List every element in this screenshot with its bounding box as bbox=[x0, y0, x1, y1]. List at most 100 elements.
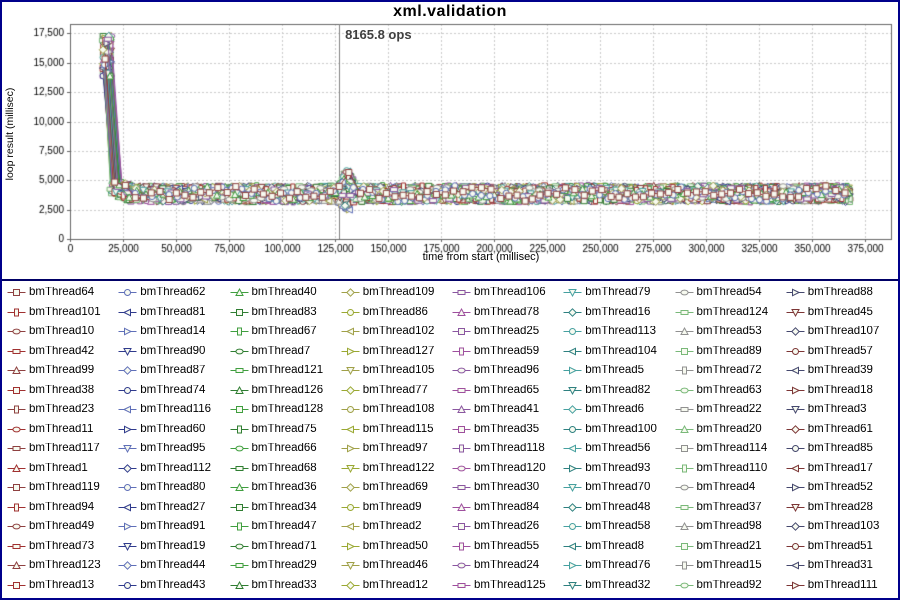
legend-item-bmThread64: bmThread64 bbox=[7, 287, 116, 299]
legend-series-marker-icon bbox=[786, 406, 805, 415]
legend-item-bmThread88: bmThread88 bbox=[786, 287, 895, 299]
legend-item-label: bmThread114 bbox=[696, 443, 768, 454]
legend-item-bmThread19: bmThread19 bbox=[118, 541, 227, 553]
legend-item-label: bmThread119 bbox=[29, 482, 100, 493]
legend-item-label: bmThread67 bbox=[251, 326, 317, 337]
legend-series-marker-icon bbox=[452, 405, 471, 414]
legend-item-label: bmThread15 bbox=[696, 560, 762, 571]
legend-item-bmThread43: bmThread43 bbox=[118, 580, 227, 592]
legend-item-label: bmThread54 bbox=[696, 287, 762, 298]
legend-series-marker-icon bbox=[341, 425, 360, 434]
legend-item-label: bmThread11 bbox=[29, 423, 94, 435]
legend-item-label: bmThread12 bbox=[362, 579, 428, 591]
legend-series-marker-icon bbox=[118, 327, 137, 336]
legend-item-bmThread25: bmThread25 bbox=[452, 326, 561, 338]
legend-item-label: bmThread70 bbox=[585, 482, 651, 493]
legend-series-marker-icon bbox=[341, 542, 360, 551]
legend-item-bmThread59: bmThread59 bbox=[452, 346, 561, 358]
legend-series-marker-icon bbox=[786, 483, 805, 492]
legend-series-marker-icon bbox=[563, 386, 582, 395]
legend-item-bmThread69: bmThread69 bbox=[341, 482, 450, 494]
legend-item-bmThread44: bmThread44 bbox=[118, 560, 227, 572]
legend-item-label: bmThread66 bbox=[251, 443, 317, 454]
legend-series-marker-icon bbox=[452, 328, 471, 336]
legend-item-bmThread81: bmThread81 bbox=[118, 307, 227, 319]
legend-item-label: bmThread6 bbox=[585, 404, 645, 415]
legend-series-marker-icon bbox=[118, 289, 137, 297]
legend-series-marker-icon bbox=[675, 289, 693, 296]
legend-item-label: bmThread78 bbox=[474, 306, 540, 318]
legend-series-marker-icon bbox=[7, 523, 26, 530]
legend-item-label: bmThread43 bbox=[140, 579, 206, 591]
legend-series-marker-icon bbox=[563, 542, 582, 551]
legend-panel: bmThread64 bmThread62 bmThread40 bmThread10… bbox=[2, 279, 898, 598]
legend-series-marker-icon bbox=[118, 366, 137, 376]
legend-series-marker-icon bbox=[675, 561, 693, 570]
legend-item-bmThread65: bmThread65 bbox=[452, 385, 561, 397]
legend-item-bmThread95: bmThread95 bbox=[118, 443, 227, 455]
legend-item-bmThread93: bmThread93 bbox=[563, 463, 672, 475]
legend-item-bmThread8: bmThread8 bbox=[563, 541, 672, 553]
legend-item-bmThread26: bmThread26 bbox=[452, 521, 561, 533]
legend-series-marker-icon bbox=[452, 502, 471, 511]
legend-item-bmThread108: bmThread108 bbox=[341, 404, 450, 416]
legend-series-marker-icon bbox=[118, 542, 137, 551]
legend-series-marker-icon bbox=[563, 347, 582, 356]
legend-item-label: bmThread30 bbox=[474, 482, 540, 493]
legend-item-label: bmThread32 bbox=[585, 579, 651, 591]
legend-item-bmThread112: bmThread112 bbox=[118, 463, 227, 475]
legend-series-marker-icon bbox=[452, 523, 471, 531]
chart-panel: xml.validation loop result (millisec) ti… bbox=[2, 2, 898, 279]
legend-item-label: bmThread79 bbox=[585, 287, 651, 298]
legend-item-bmThread39: bmThread39 bbox=[786, 365, 895, 377]
legend-item-bmThread11: bmThread11 bbox=[7, 424, 116, 436]
legend-item-label: bmThread19 bbox=[140, 540, 206, 552]
legend-item-label: bmThread123 bbox=[29, 560, 101, 571]
legend-item-label: bmThread72 bbox=[696, 365, 762, 376]
legend-series-marker-icon bbox=[786, 522, 805, 532]
chart-plot-canvas bbox=[2, 2, 898, 279]
legend-series-marker-icon bbox=[341, 580, 360, 590]
legend-item-bmThread41: bmThread41 bbox=[452, 404, 561, 416]
legend-item-bmThread72: bmThread72 bbox=[675, 365, 784, 377]
legend-item-label: bmThread95 bbox=[140, 443, 206, 454]
legend-item-label: bmThread85 bbox=[807, 443, 873, 454]
legend-item-label: bmThread108 bbox=[362, 404, 435, 415]
legend-series-marker-icon bbox=[230, 522, 248, 531]
legend-item-bmThread22: bmThread22 bbox=[675, 404, 784, 416]
legend-item-bmThread117: bmThread117 bbox=[7, 443, 116, 455]
legend-item-bmThread14: bmThread14 bbox=[118, 326, 227, 338]
legend-series-marker-icon bbox=[341, 288, 360, 298]
legend-item-bmThread101: bmThread101 bbox=[7, 307, 116, 319]
legend-series-marker-icon bbox=[118, 561, 137, 571]
legend-series-marker-icon bbox=[341, 562, 360, 571]
chart-title: xml.validation bbox=[393, 3, 507, 20]
legend-item-label: bmThread24 bbox=[474, 560, 540, 571]
legend-item-label: bmThread103 bbox=[807, 521, 880, 532]
legend-item-label: bmThread105 bbox=[362, 365, 435, 376]
legend-item-label: bmThread94 bbox=[29, 501, 95, 513]
legend-series-marker-icon bbox=[7, 503, 26, 512]
legend-item-bmThread80: bmThread80 bbox=[118, 482, 227, 494]
legend-item-label: bmThread48 bbox=[585, 501, 651, 513]
legend-item-bmThread110: bmThread110 bbox=[675, 463, 784, 475]
legend-item-bmThread86: bmThread86 bbox=[341, 307, 450, 319]
legend-item-bmThread10: bmThread10 bbox=[7, 326, 116, 338]
legend-item-bmThread66: bmThread66 bbox=[230, 443, 339, 455]
legend-item-label: bmThread17 bbox=[807, 462, 873, 474]
legend-series-marker-icon bbox=[452, 582, 471, 588]
legend-item-bmThread52: bmThread52 bbox=[786, 482, 895, 494]
legend-item-bmThread29: bmThread29 bbox=[230, 560, 339, 572]
legend-series-marker-icon bbox=[563, 366, 582, 375]
legend-item-label: bmThread13 bbox=[29, 579, 95, 591]
legend-item-bmThread31: bmThread31 bbox=[786, 560, 895, 572]
legend-item-bmThread121: bmThread121 bbox=[230, 365, 339, 377]
legend-item-label: bmThread110 bbox=[696, 462, 768, 474]
legend-item-label: bmThread115 bbox=[362, 423, 434, 435]
legend-item-label: bmThread98 bbox=[696, 521, 762, 532]
legend-item-bmThread13: bmThread13 bbox=[7, 580, 116, 592]
legend-item-bmThread103: bmThread103 bbox=[786, 521, 895, 533]
legend-item-bmThread63: bmThread63 bbox=[675, 385, 784, 397]
legend-item-label: bmThread113 bbox=[585, 326, 656, 337]
legend-item-label: bmThread34 bbox=[251, 501, 317, 513]
